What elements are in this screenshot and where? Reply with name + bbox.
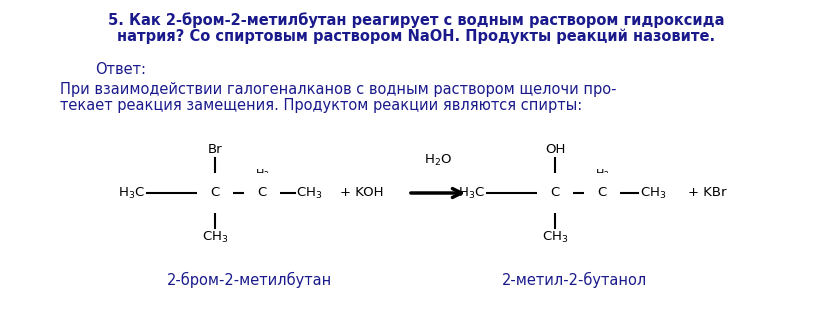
Text: + KBr: + KBr	[688, 187, 726, 200]
Text: 2-метил-2-бутанол: 2-метил-2-бутанол	[502, 272, 647, 288]
Text: 2-бром-2-метилбутан: 2-бром-2-метилбутан	[167, 272, 332, 288]
Text: H$_3$C: H$_3$C	[118, 185, 145, 201]
Text: C: C	[211, 187, 220, 200]
Text: CH$_3$: CH$_3$	[541, 230, 568, 245]
Text: Br: Br	[207, 143, 222, 156]
Text: При взаимодействии галогеналканов с водным раствором щелочи про-: При взаимодействии галогеналканов с водн…	[60, 82, 616, 97]
Text: 5. Как 2-бром-2-метилбутан реагирует с водным раствором гидроксида: 5. Как 2-бром-2-метилбутан реагирует с в…	[107, 12, 724, 28]
Text: C: C	[257, 187, 267, 200]
Text: текает реакция замещения. Продуктом реакции являются спирты:: текает реакция замещения. Продуктом реак…	[60, 98, 582, 113]
Text: H$_2$O: H$_2$O	[424, 153, 452, 168]
Text: C: C	[597, 187, 606, 200]
Text: H$_3$C: H$_3$C	[458, 185, 485, 201]
Text: H$_2$: H$_2$	[595, 167, 609, 181]
Text: CH$_3$: CH$_3$	[640, 185, 666, 201]
Text: Ответ:: Ответ:	[95, 62, 146, 77]
Text: H$_2$: H$_2$	[255, 167, 269, 181]
Text: C: C	[551, 187, 560, 200]
Text: натрия? Со спиртовым раствором NaOH. Продукты реакций назовите.: натрия? Со спиртовым раствором NaOH. Про…	[117, 28, 715, 43]
Text: + KOH: + KOH	[340, 187, 383, 200]
Text: OH: OH	[545, 143, 565, 156]
Text: CH$_3$: CH$_3$	[202, 230, 228, 245]
Text: CH$_3$: CH$_3$	[296, 185, 322, 201]
